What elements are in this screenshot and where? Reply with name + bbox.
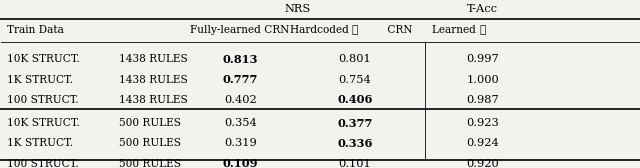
Text: 100 STRUCT.: 100 STRUCT. bbox=[7, 95, 79, 105]
Text: Train Data: Train Data bbox=[7, 25, 64, 35]
Text: Learned: Learned bbox=[433, 25, 479, 35]
Text: 0.336: 0.336 bbox=[337, 138, 373, 149]
Text: 1438 RULES: 1438 RULES bbox=[119, 95, 188, 105]
Text: 500 RULES: 500 RULES bbox=[119, 138, 181, 149]
Text: 0.402: 0.402 bbox=[224, 95, 257, 105]
Text: 0.924: 0.924 bbox=[467, 138, 499, 149]
Text: 0.777: 0.777 bbox=[223, 74, 258, 85]
Text: 100 STRUCT.: 100 STRUCT. bbox=[7, 159, 79, 168]
Text: 0.920: 0.920 bbox=[467, 159, 499, 168]
Text: Hardcoded: Hardcoded bbox=[290, 25, 352, 35]
Text: 1438 RULES: 1438 RULES bbox=[119, 75, 188, 85]
Text: 0.754: 0.754 bbox=[339, 75, 371, 85]
Text: 1.000: 1.000 bbox=[467, 75, 499, 85]
Text: 0.923: 0.923 bbox=[467, 118, 499, 128]
Text: 1K STRUCT.: 1K STRUCT. bbox=[7, 138, 73, 149]
Text: ℒ: ℒ bbox=[479, 25, 486, 35]
Text: 0.354: 0.354 bbox=[224, 118, 257, 128]
Text: 0.813: 0.813 bbox=[223, 54, 258, 65]
Text: 0.406: 0.406 bbox=[337, 94, 373, 106]
Text: 0.987: 0.987 bbox=[467, 95, 499, 105]
Text: T-Acc: T-Acc bbox=[467, 4, 499, 14]
Text: 500 RULES: 500 RULES bbox=[119, 118, 181, 128]
Text: NRS: NRS bbox=[285, 4, 311, 14]
Text: 0.101: 0.101 bbox=[339, 159, 371, 168]
Text: 0.109: 0.109 bbox=[223, 158, 258, 168]
Text: 500 RULES: 500 RULES bbox=[119, 159, 181, 168]
Text: ℒ: ℒ bbox=[352, 25, 358, 35]
Text: 1438 RULES: 1438 RULES bbox=[119, 54, 188, 64]
Text: Fully-learned CRN: Fully-learned CRN bbox=[191, 25, 290, 35]
Text: 0.377: 0.377 bbox=[337, 118, 373, 129]
Text: 0.801: 0.801 bbox=[339, 54, 371, 64]
Text: 10K STRUCT.: 10K STRUCT. bbox=[7, 118, 80, 128]
Text: 0.997: 0.997 bbox=[467, 54, 499, 64]
Text: CRN: CRN bbox=[384, 25, 412, 35]
Text: 1K STRUCT.: 1K STRUCT. bbox=[7, 75, 73, 85]
Text: 10K STRUCT.: 10K STRUCT. bbox=[7, 54, 80, 64]
Text: 0.319: 0.319 bbox=[224, 138, 257, 149]
